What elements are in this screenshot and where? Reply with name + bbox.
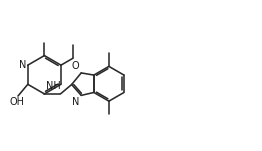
Text: O: O [72, 61, 79, 71]
Text: N: N [72, 97, 80, 107]
Text: OH: OH [10, 97, 25, 107]
Text: N: N [19, 60, 26, 70]
Text: NH: NH [46, 81, 61, 91]
